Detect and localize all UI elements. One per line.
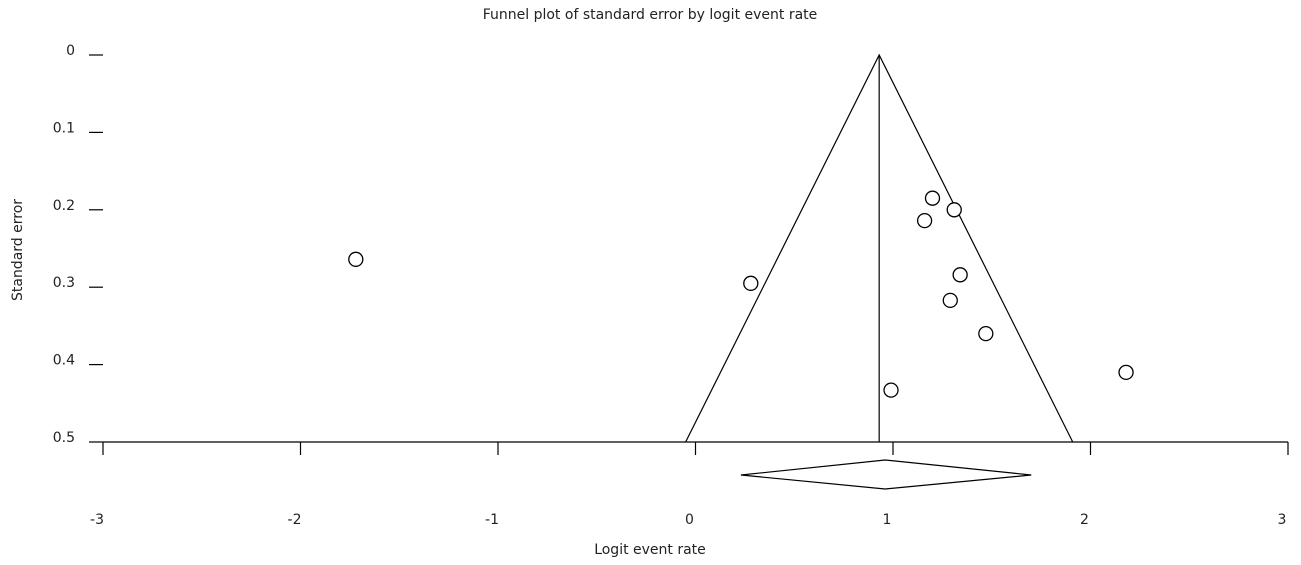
study-point (946, 202, 962, 218)
x-tick-label: -2 (288, 512, 302, 528)
x-tick-label: 3 (1278, 512, 1287, 528)
y-tick-label: 0.5 (53, 430, 75, 446)
study-point (883, 382, 899, 398)
y-tick-label: 0.4 (53, 353, 75, 369)
y-tick-label: 0.3 (53, 275, 75, 291)
study-point (978, 325, 994, 342)
study-point (916, 212, 933, 229)
y-tick-label: 0 (66, 43, 75, 59)
x-tick-label: 1 (883, 512, 892, 528)
study-point (743, 275, 759, 291)
study-point (942, 292, 958, 309)
x-tick-label: -1 (485, 512, 499, 528)
x-tick-label: -3 (90, 512, 104, 528)
summary-diamond (740, 459, 1032, 490)
y-axis-label: Standard error (10, 199, 26, 301)
y-tick-label: 0.1 (53, 120, 75, 136)
chart-title: Funnel plot of standard error by logit e… (483, 7, 818, 23)
x-tick-label: 0 (685, 512, 694, 528)
x-axis-label: Logit event rate (594, 542, 706, 558)
study-point (348, 251, 364, 267)
study-point (952, 267, 968, 283)
study-point (1118, 364, 1134, 380)
y-tick-label: 0.2 (53, 198, 75, 214)
study-point (924, 190, 941, 206)
x-tick-label: 2 (1080, 512, 1089, 528)
